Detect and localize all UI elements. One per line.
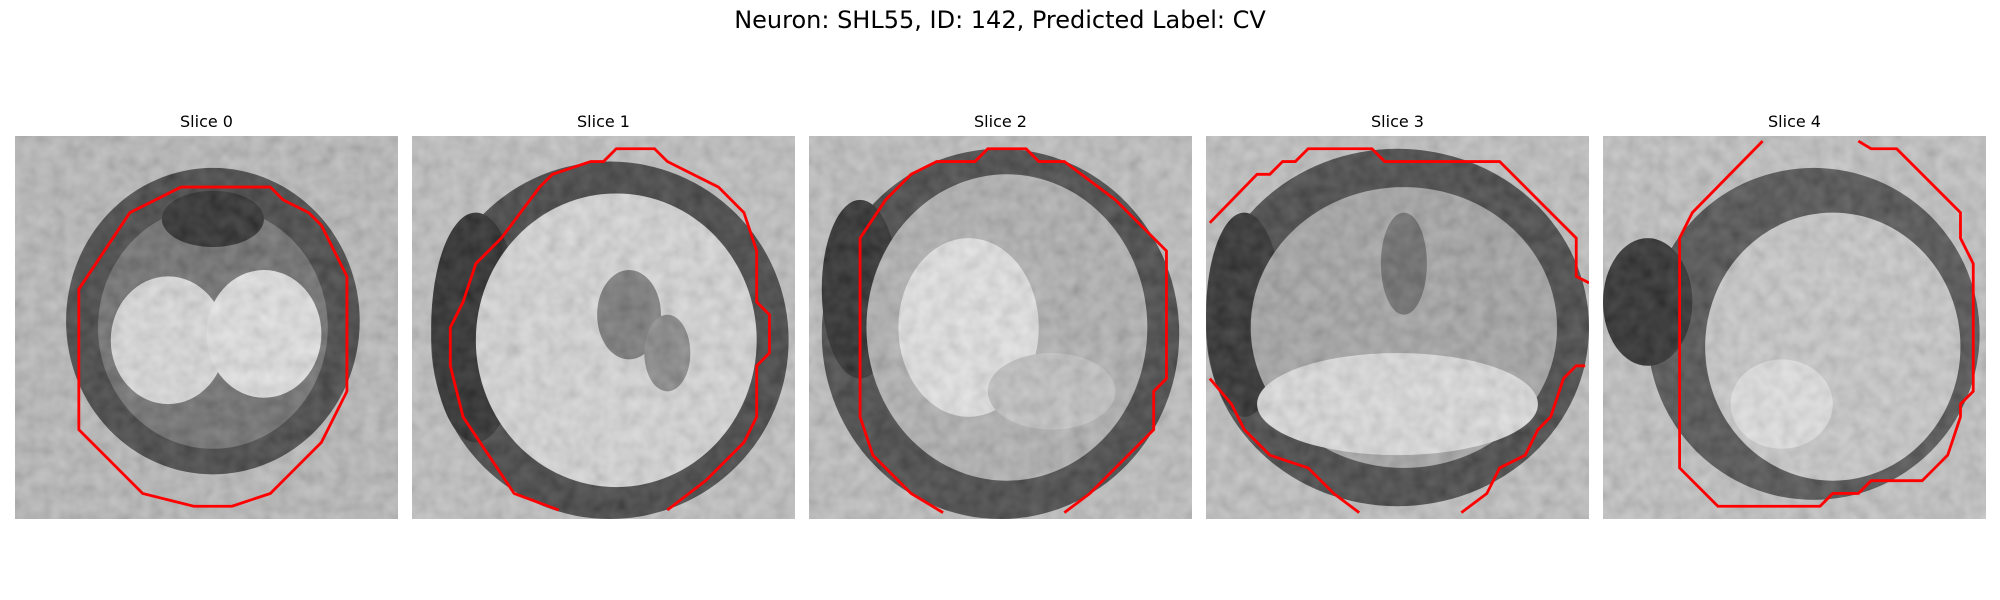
slice-title-3: Slice 3 [1371,112,1424,131]
pixel-noise [1603,136,1986,519]
contour-line [1678,139,1975,508]
slice-image-3 [1206,136,1589,519]
pixel-noise [412,136,795,519]
contour-line [1460,364,1586,514]
slice-image-0 [15,136,398,519]
figure-title: Neuron: SHL55, ID: 142, Predicted Label:… [734,6,1266,34]
contour-line [858,147,1168,514]
slice-image-4 [1603,136,1986,519]
slice-title-2: Slice 2 [974,112,1027,131]
slice-title-4: Slice 4 [1768,112,1821,131]
slice-image-1 [412,136,795,519]
slice-title-0: Slice 0 [180,112,233,131]
pixel-noise [15,136,398,519]
pixel-noise [809,136,1192,519]
slice-title-1: Slice 1 [577,112,630,131]
contour-line [1208,147,1589,285]
contour-line [448,147,771,512]
slice-image-2 [809,136,1192,519]
contour-line [1208,377,1361,514]
contour-line [77,185,349,508]
